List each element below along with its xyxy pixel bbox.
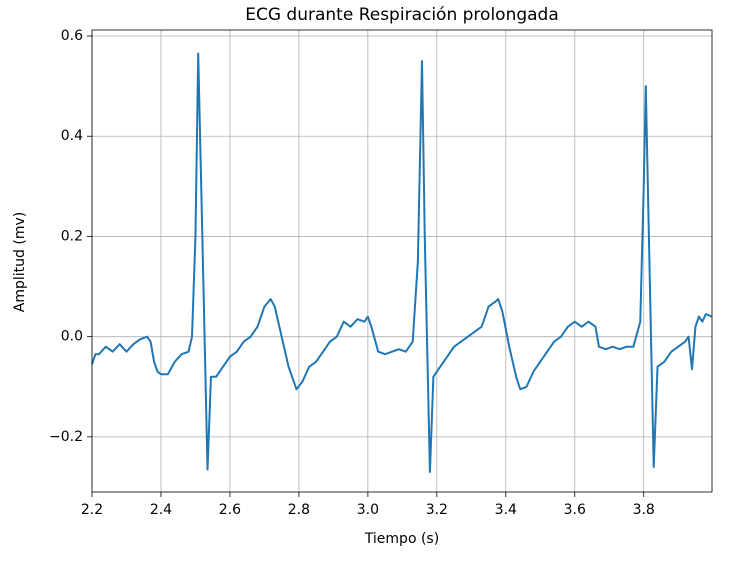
- y-axis-label: Amplitud (mv): [12, 212, 28, 312]
- y-tick-label: 0.4: [61, 128, 83, 144]
- x-tick-label: 2.2: [81, 502, 103, 518]
- x-tick-label: 3.8: [633, 502, 655, 518]
- x-tick-label: 2.4: [150, 502, 172, 518]
- x-tick-label: 3.4: [495, 502, 517, 518]
- x-tick-label: 3.6: [564, 502, 586, 518]
- x-tick-label: 2.8: [288, 502, 310, 518]
- y-tick-label: 0.6: [61, 28, 83, 44]
- y-tick-label: −0.2: [49, 429, 83, 445]
- x-axis-label: Tiempo (s): [364, 531, 439, 547]
- x-tick-label: 3.0: [357, 502, 379, 518]
- plot-frame: [91, 29, 713, 493]
- y-tick-label: 0.0: [61, 329, 83, 345]
- chart-title: ECG durante Respiración prolongada: [245, 5, 559, 25]
- y-tick-label: 0.2: [61, 228, 83, 244]
- data-line: [91, 52, 713, 473]
- x-tick-label: 3.2: [426, 502, 448, 518]
- x-tick-label: 2.6: [219, 502, 241, 518]
